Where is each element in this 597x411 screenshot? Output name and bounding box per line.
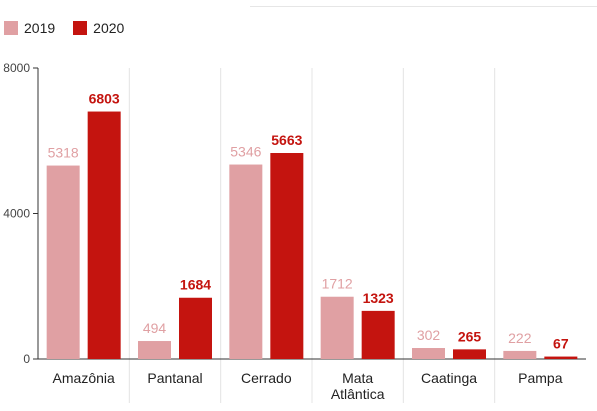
category-label-3: Mata Atlântica (331, 370, 385, 402)
data-label-2019-3: 1712 (322, 276, 353, 292)
category-label-line: Cerrado (241, 370, 292, 386)
bar-2020-3 (361, 310, 395, 359)
data-label-2019-4: 302 (417, 327, 441, 343)
bar-2019-0 (46, 165, 80, 359)
bar-2019-1 (138, 341, 171, 359)
category-label-4: Caatinga (421, 370, 477, 386)
category-label-line: Pampa (518, 370, 563, 386)
legend-label-2019: 2019 (24, 20, 56, 36)
category-label-2: Cerrado (241, 370, 292, 386)
category-label-0: Amazônia (53, 370, 115, 386)
bar-2019-5 (503, 350, 537, 359)
data-label-2020-5: 67 (553, 336, 569, 352)
bar-2019-2 (229, 164, 263, 359)
y-tick-label-2: 8000 (3, 61, 30, 75)
data-label-2020-0: 6803 (89, 91, 120, 107)
category-label-line: Pantanal (147, 370, 202, 386)
category-label-line: Amazônia (53, 370, 115, 386)
legend-swatch-2019 (4, 21, 18, 35)
bar-2019-4 (412, 348, 445, 359)
bar-2020-0 (87, 111, 121, 359)
data-label-2019-2: 5346 (230, 144, 261, 160)
category-label-1: Pantanal (147, 370, 202, 386)
bar-2020-1 (179, 297, 212, 359)
category-label-5: Pampa (518, 370, 563, 386)
data-label-2020-3: 1323 (363, 290, 394, 306)
data-label-2020-1: 1684 (180, 277, 211, 293)
category-label-line: Mata (342, 370, 373, 386)
data-label-2019-5: 222 (508, 330, 532, 346)
data-label-2020-4: 265 (458, 328, 482, 344)
bar-2020-4 (453, 349, 486, 359)
legend-swatch-2020 (73, 21, 88, 35)
category-label-line: Caatinga (421, 370, 477, 386)
bar-2020-5 (544, 356, 578, 359)
bar-2020-2 (270, 153, 304, 359)
legend-item-2020: 2020 (73, 20, 124, 36)
top-divider (250, 6, 597, 7)
y-tick-label-1: 4000 (3, 207, 30, 221)
data-label-2019-0: 5318 (48, 145, 79, 161)
y-tick-label-0: 0 (23, 352, 30, 366)
data-label-2020-2: 5663 (271, 132, 302, 148)
bar-2019-3 (320, 296, 354, 359)
legend-label-2020: 2020 (93, 20, 125, 36)
legend-item-2019: 2019 (4, 20, 55, 36)
category-label-line: Atlântica (331, 386, 385, 402)
chart-legend: 2019 2020 (4, 18, 142, 38)
data-label-2019-1: 494 (143, 320, 167, 336)
